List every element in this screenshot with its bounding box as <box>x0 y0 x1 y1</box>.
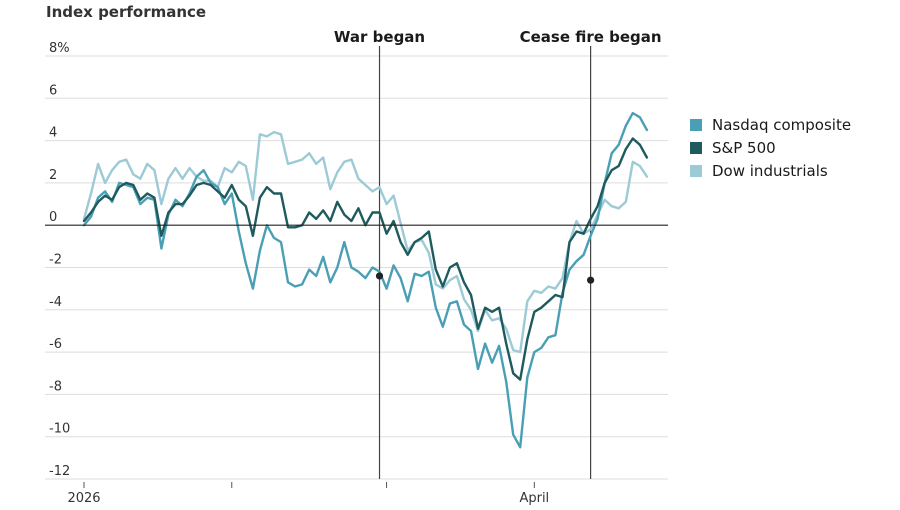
y-tick-label: -8 <box>49 379 62 394</box>
event-lines: War began Cease fire began <box>334 28 662 479</box>
series-lines <box>82 111 649 449</box>
legend-label-sp500: S&P 500 <box>712 139 776 157</box>
series-line-nasdaq <box>82 111 649 449</box>
event-marker <box>375 272 384 280</box>
legend: Nasdaq composite S&P 500 Dow industrials <box>690 116 851 180</box>
chart-title: Index performance <box>46 3 206 21</box>
y-tick-label: 4 <box>49 126 57 141</box>
series-line-sp500 <box>82 137 649 381</box>
axes: 8% 6 4 2 0 -2 -4 -6 -8 -10 -12 2026 April <box>45 41 668 506</box>
y-tick-label: 8% <box>49 41 70 56</box>
y-tick-label: -10 <box>49 422 70 437</box>
y-tick-label: 6 <box>49 83 57 98</box>
event-markers <box>375 272 595 284</box>
x-tick-label: 2026 <box>67 491 100 506</box>
event-marker <box>587 276 595 284</box>
gridlines <box>45 55 668 480</box>
legend-swatch-dow <box>690 165 702 177</box>
y-tick-label: -12 <box>49 464 70 479</box>
y-tick-label: -6 <box>49 337 62 352</box>
legend-label-dow: Dow industrials <box>712 162 828 180</box>
event-label: War began <box>334 28 425 46</box>
legend-swatch-nasdaq <box>690 119 702 131</box>
x-tick-label: April <box>519 491 549 506</box>
y-tick-label: 0 <box>49 210 57 225</box>
event-label: Cease fire began <box>520 28 662 46</box>
series-line-dow <box>82 130 649 354</box>
legend-label-nasdaq: Nasdaq composite <box>712 116 851 134</box>
y-tick-label: -4 <box>49 295 62 310</box>
y-tick-label: -2 <box>49 253 62 268</box>
y-tick-label: 2 <box>49 168 57 183</box>
legend-swatch-sp500 <box>690 142 702 154</box>
